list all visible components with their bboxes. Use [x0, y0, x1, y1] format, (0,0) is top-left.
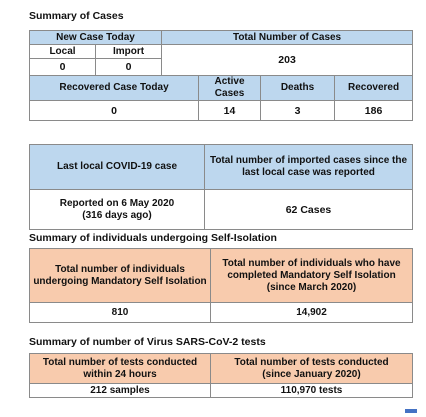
reported-on-cell: Reported on 6 May 2020 (316 days ago) — [29, 189, 205, 230]
completed-isolation-value: 14,902 — [210, 302, 413, 323]
tests-heading: Summary of number of Virus SARS-CoV-2 te… — [29, 336, 266, 348]
tests-24h-header: Total number of tests conducted within 2… — [29, 353, 211, 384]
summary-cases-table: New Case Today Total Number of Cases Loc… — [28, 30, 414, 121]
deaths-header: Deaths — [260, 75, 336, 101]
last-local-case-header: Last local COVID-19 case — [29, 144, 205, 190]
tests-since-jan-value: 110,970 tests — [210, 383, 413, 398]
new-case-today-header: New Case Today — [28, 30, 163, 45]
tests-since-jan-period: (since January 2020) — [262, 368, 361, 380]
completed-isolation-label: Total number of individuals who have com… — [222, 257, 401, 281]
import-label: Import — [94, 44, 163, 59]
local-value: 0 — [29, 58, 96, 76]
undergoing-isolation-value: 810 — [29, 302, 211, 323]
import-value: 0 — [94, 58, 163, 76]
total-cases-value: 203 — [161, 44, 414, 76]
recovered-value: 186 — [334, 100, 414, 121]
recovered-header: Recovered — [334, 75, 414, 101]
last-local-case-table: Last local COVID-19 case Total number of… — [29, 144, 413, 230]
deaths-value: 3 — [260, 100, 336, 121]
total-cases-header: Total Number of Cases — [161, 30, 414, 45]
active-cases-value: 14 — [198, 100, 262, 121]
imported-since-header: Total number of imported cases since the… — [204, 144, 413, 190]
self-isolation-table: Total number of individuals undergoing M… — [29, 248, 413, 323]
edge-marker — [405, 409, 417, 413]
self-isolation-heading: Summary of individuals undergoing Self-I… — [29, 232, 277, 244]
reported-on-date: Reported on 6 May 2020 — [59, 197, 175, 209]
active-cases-header: Active Cases — [198, 75, 262, 101]
tests-since-jan-header: Total number of tests conducted (since J… — [210, 353, 413, 384]
undergoing-isolation-header: Total number of individuals undergoing M… — [29, 248, 211, 303]
completed-isolation-since: (since March 2020) — [266, 281, 357, 293]
tests-table: Total number of tests conducted within 2… — [29, 353, 413, 398]
reported-days-ago: (316 days ago) — [82, 209, 152, 221]
recovered-today-header: Recovered Case Today — [28, 75, 200, 101]
summary-cases-heading: Summary of Cases — [29, 10, 124, 22]
imported-cases-value: 62 Cases — [204, 189, 413, 230]
tests-24h-value: 212 samples — [29, 383, 211, 398]
recovered-today-value: 0 — [28, 100, 200, 121]
tests-since-jan-label: Total number of tests conducted — [234, 356, 389, 368]
local-label: Local — [29, 44, 96, 59]
completed-isolation-header: Total number of individuals who have com… — [210, 248, 413, 303]
